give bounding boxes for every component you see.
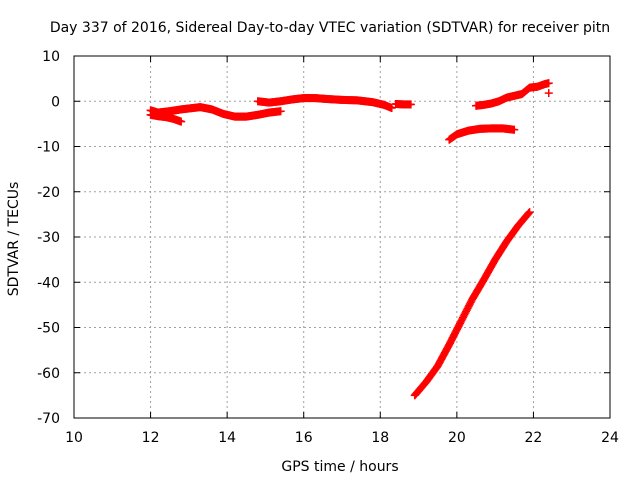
x-tick-label: 20 <box>448 430 466 446</box>
data-points <box>146 79 553 400</box>
y-tick-label: 0 <box>51 94 60 110</box>
chart-title: Day 337 of 2016, Sidereal Day-to-day VTE… <box>50 20 610 36</box>
y-tick-label: 10 <box>42 49 60 65</box>
x-tick-label: 14 <box>218 430 236 446</box>
data-point <box>544 89 553 98</box>
y-tick-label: -70 <box>37 411 60 427</box>
data-point <box>276 107 285 116</box>
x-tick-label: 12 <box>142 430 160 446</box>
x-tick-label: 24 <box>601 430 619 446</box>
y-tick-label: -60 <box>37 366 60 382</box>
data-point <box>544 79 553 88</box>
y-tick-labels: 10 0 -10 -20 -30 -40 -50 -60 -70 <box>37 49 60 427</box>
y-tick-label: -10 <box>37 140 60 156</box>
x-tick-label: 18 <box>371 430 389 446</box>
data-point <box>510 125 519 134</box>
data-point <box>387 104 396 113</box>
y-tick-label: -20 <box>37 185 60 201</box>
data-point <box>177 117 186 126</box>
data-point <box>524 209 533 218</box>
x-tick-label: 22 <box>525 430 543 446</box>
y-tick-label: -30 <box>37 230 60 246</box>
x-tick-label: 10 <box>65 430 83 446</box>
y-tick-label: -50 <box>37 321 60 337</box>
y-tick-label: -40 <box>37 275 60 291</box>
plot-frame <box>73 55 611 419</box>
data-point <box>406 100 415 109</box>
x-tick-label: 16 <box>295 430 313 446</box>
data-point <box>525 208 534 217</box>
x-tick-labels: 10 12 14 16 18 20 22 24 <box>65 430 619 446</box>
x-axis-label: GPS time / hours <box>281 459 398 475</box>
data-point <box>524 209 533 218</box>
y-axis-label: SDTVAR / TECUs <box>6 182 22 297</box>
